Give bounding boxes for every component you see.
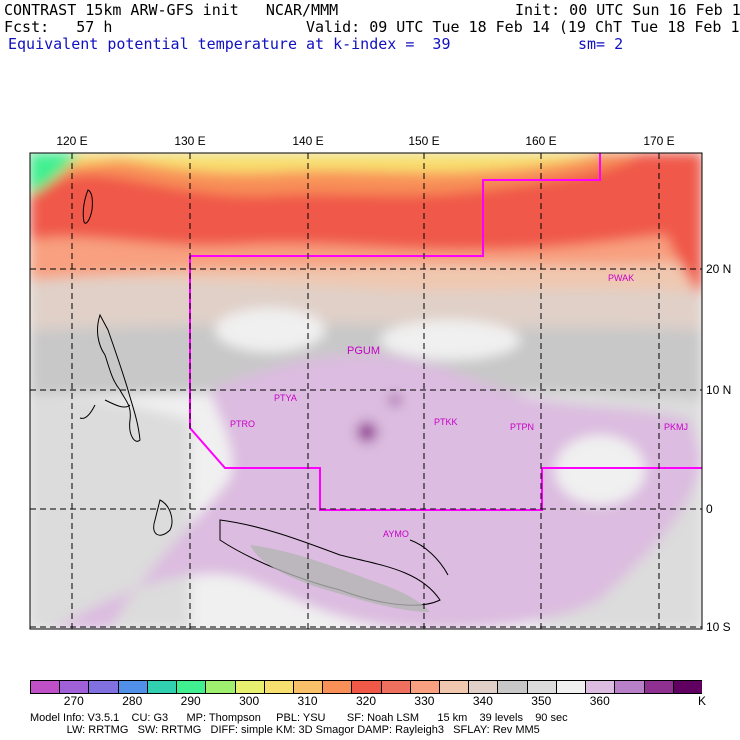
colorbar-tick-label: 280 [122, 694, 143, 708]
lat-lon-grid [30, 153, 702, 629]
station-ptkk: PTKK [434, 417, 458, 427]
colorbar-swatch [585, 680, 615, 694]
colorbar-swatch [322, 680, 352, 694]
header-init-time: Init: 00 UTC Sun 16 Feb 14 [515, 1, 740, 19]
lat-label-10n: 10 N [706, 383, 732, 397]
colorbar-swatch [643, 680, 673, 694]
station-ptro: PTRO [230, 419, 255, 429]
station-aymo: AYMO [383, 529, 409, 539]
header-title: CONTRAST 15km ARW-GFS init NCAR/MMM [4, 1, 339, 19]
colorbar-tick-label: 270 [63, 694, 84, 708]
header-valid-time: Valid: 09 UTC Tue 18 Feb 14 (19 ChT Tue … [306, 18, 740, 36]
boundary-south [189, 256, 702, 511]
colorbar-swatch [117, 680, 147, 694]
colorbar-tick-label: 360 [589, 694, 610, 708]
colorbar-swatch [30, 680, 60, 694]
colorbar-swatch [526, 680, 556, 694]
colorbar-swatch [59, 680, 89, 694]
smoothing-label: sm= 2 [578, 35, 624, 53]
station-pwak: PWAK [608, 273, 634, 283]
colorbar-swatch [234, 680, 264, 694]
station-ptya: PTYA [274, 393, 297, 403]
colorbar-swatch [614, 680, 644, 694]
boundary-north [190, 153, 601, 257]
colorbar-swatch [351, 680, 381, 694]
lat-label-0: 0 [706, 502, 713, 516]
station-pkmj: PKMJ [664, 422, 688, 432]
colorbar-swatch [205, 680, 235, 694]
lat-label-20n: 20 N [706, 262, 732, 276]
colorbar-tick-label: 310 [297, 694, 318, 708]
colorbar-swatch [146, 680, 177, 694]
colorbar-swatch [672, 680, 702, 694]
station-pgum: PGUM [347, 345, 380, 357]
colorbar-tick-label: 340 [472, 694, 493, 708]
colorbar-tick-label: 320 [355, 694, 377, 708]
colorbar-swatch [409, 680, 440, 694]
colorbar-swatch [292, 680, 323, 694]
colorbar-swatch [380, 680, 410, 694]
footer-physics-info: LW: RRTMG SW: RRTMG DIFF: simple KM: 3D … [30, 724, 540, 736]
colorbar-tick-label: 290 [180, 694, 201, 708]
colorbar-swatch [439, 680, 469, 694]
colorbar-swatch [176, 680, 206, 694]
lon-label-120e: 120 E [56, 134, 88, 148]
lon-label-140e: 140 E [292, 134, 324, 148]
footer-model-info: Model Info: V3.5.1 CU: G3 MP: Thompson P… [30, 712, 568, 724]
lon-label-150e: 150 E [408, 134, 440, 148]
lon-label-160e: 160 E [525, 134, 557, 148]
colorbar-swatch [88, 680, 118, 694]
colorbar-tick-label: 350 [531, 694, 552, 708]
lon-label-130e: 130 E [174, 134, 206, 148]
map-frame [29, 152, 703, 630]
colorbar-tick-label: 330 [414, 694, 435, 708]
lat-label-10s: 10 S [706, 620, 731, 634]
lon-label-170e: 170 E [643, 134, 675, 148]
field-name: Equivalent potential temperature [8, 35, 297, 53]
colorbar-swatch [555, 680, 586, 694]
theta-e-field [30, 153, 702, 629]
level-label: at k-index = 39 [306, 35, 451, 53]
header-forecast-hour: Fcst: 57 h [4, 18, 113, 36]
terrain [250, 545, 430, 612]
colorbar-swatch [263, 680, 293, 694]
colorbar-swatch [497, 680, 527, 694]
station-ptpn: PTPN [510, 422, 534, 432]
colorbar-swatch [468, 680, 498, 694]
colorbar-unit: K [697, 694, 707, 708]
colorbar-tick-label: 300 [239, 694, 260, 708]
